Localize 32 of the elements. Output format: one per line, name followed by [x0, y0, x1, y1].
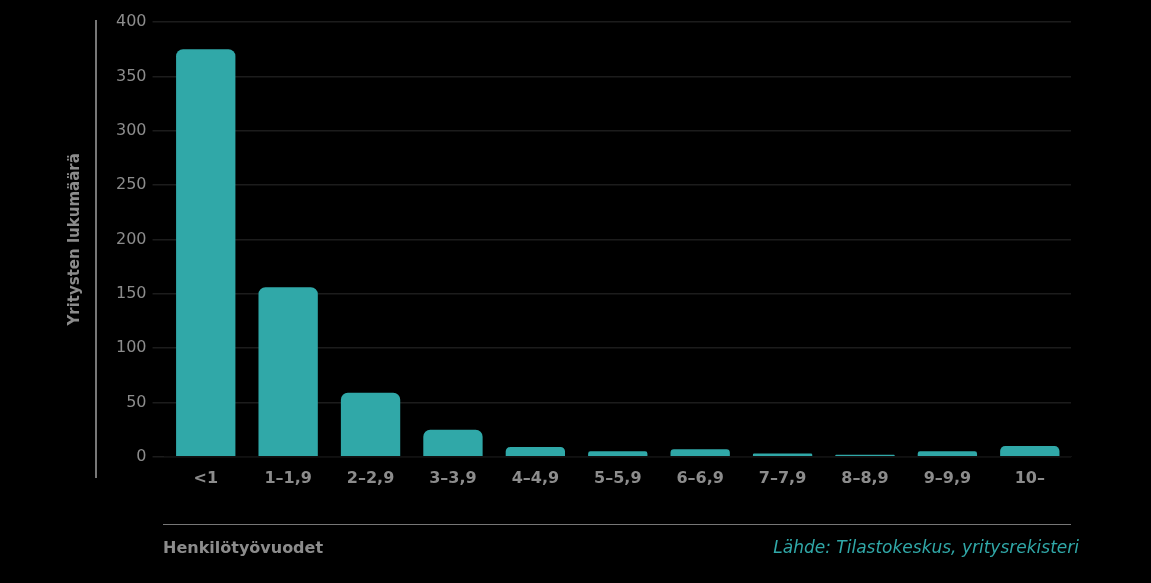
- x-tick-label: 5–5,9: [594, 467, 642, 487]
- x-tick-label: 10–: [1014, 467, 1045, 487]
- bar: [670, 449, 730, 457]
- x-tick-label: 7–7,9: [758, 467, 807, 487]
- bar: [176, 49, 236, 457]
- x-tick-label: 6–6,9: [676, 467, 724, 487]
- x-tick-label: <1: [193, 467, 219, 487]
- y-tick-label: 100: [115, 337, 147, 357]
- bar: [340, 392, 401, 457]
- y-axis-title: Yritysten lukumäärä: [64, 153, 83, 327]
- bar: [258, 287, 318, 457]
- x-tick-label: 4–4,9: [511, 467, 560, 487]
- x-tick-label: 9–9,9: [923, 467, 972, 487]
- x-tick-label: 2–2,9: [346, 467, 395, 487]
- y-tick-label: 400: [115, 11, 147, 31]
- x-tick-label: 8–8,9: [841, 467, 889, 487]
- x-tick-label: 3–3,9: [429, 467, 477, 487]
- y-tick-label: 250: [115, 174, 147, 194]
- y-tick-label: 50: [126, 391, 147, 411]
- bar: [423, 429, 483, 457]
- text: Lähde: Tilastokeskus, yritysrekisteri: [773, 537, 1079, 557]
- y-tick-label: 300: [115, 119, 147, 139]
- bar: [505, 447, 566, 457]
- y-tick-label: 350: [115, 65, 147, 85]
- bar: [917, 451, 978, 457]
- x-axis-title: Henkilötyövuodet: [163, 538, 324, 557]
- bar: [588, 451, 648, 457]
- y-tick-label: 200: [115, 228, 147, 248]
- y-tick-label: 0: [136, 445, 147, 465]
- x-tick-label: 1–1,9: [264, 467, 312, 487]
- bar: [1000, 445, 1060, 457]
- y-tick-label: 150: [115, 282, 147, 302]
